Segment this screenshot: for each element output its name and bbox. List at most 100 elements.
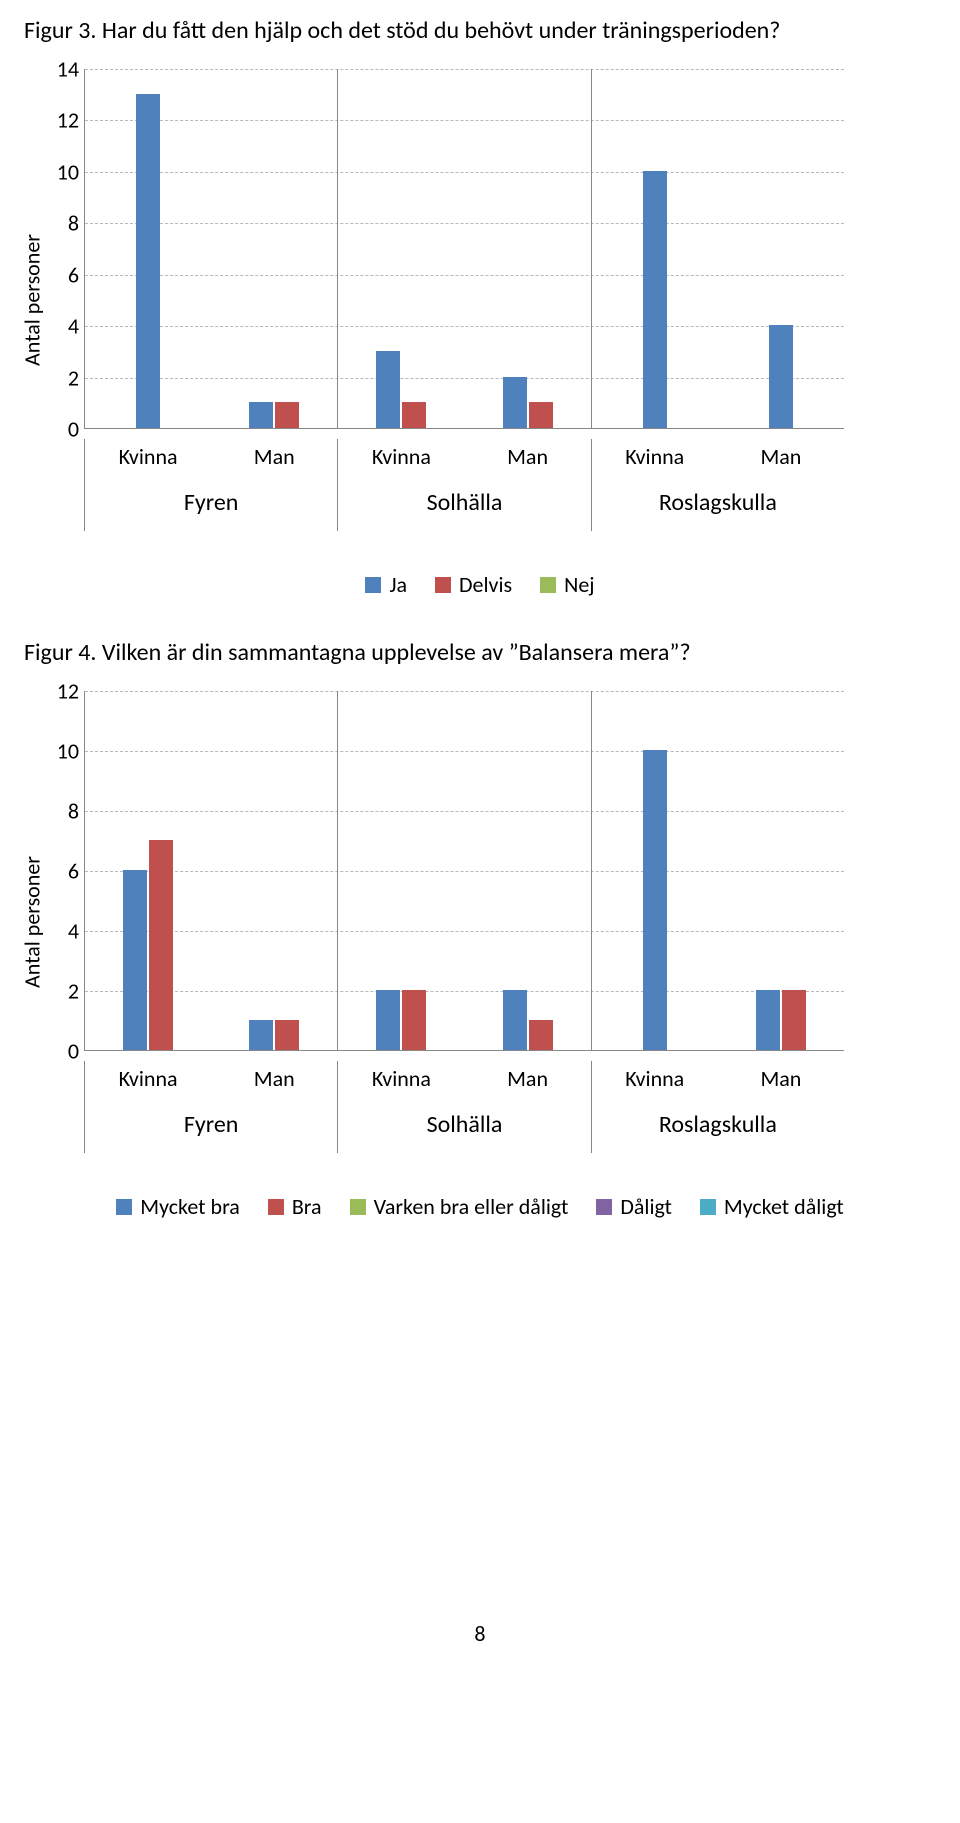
bar xyxy=(756,990,780,1050)
legend-swatch xyxy=(350,1199,366,1215)
legend-swatch xyxy=(116,1199,132,1215)
legend-label: Ja xyxy=(389,571,407,598)
ytick-label: 10 xyxy=(45,158,79,185)
xaxis-sub-label: Kvinna xyxy=(592,439,718,480)
xaxis-super-label: Fyren xyxy=(85,1102,338,1153)
xaxis-super-label: Fyren xyxy=(85,480,338,531)
xaxis-super-label: Solhälla xyxy=(338,480,591,531)
subgroup xyxy=(718,69,844,428)
bar xyxy=(136,94,160,428)
bars-row xyxy=(85,691,844,1050)
subgroup xyxy=(718,691,844,1050)
legend-label: Varken bra eller dåligt xyxy=(374,1193,569,1220)
bar xyxy=(769,325,793,428)
legend-item: Delvis xyxy=(435,571,512,598)
bar xyxy=(782,990,806,1050)
legend-label: Mycket dåligt xyxy=(724,1193,844,1220)
ytick-label: 0 xyxy=(45,1038,79,1065)
ytick-label: 8 xyxy=(45,798,79,825)
ytick-label: 12 xyxy=(45,107,79,134)
legend-swatch xyxy=(435,577,451,593)
ytick-label: 2 xyxy=(45,978,79,1005)
figure3-plot: 02468101214 xyxy=(84,69,844,429)
subgroup xyxy=(592,69,718,428)
bar xyxy=(376,990,400,1050)
xaxis-sub-label: Kvinna xyxy=(338,1061,464,1102)
supergroup xyxy=(592,69,844,428)
ytick-label: 4 xyxy=(45,918,79,945)
ytick-label: 4 xyxy=(45,313,79,340)
supergroup xyxy=(338,691,591,1050)
subgroup xyxy=(211,691,337,1050)
bar xyxy=(149,840,173,1050)
supergroup xyxy=(85,691,338,1050)
bars-row xyxy=(85,69,844,428)
xaxis-sub-label: Man xyxy=(718,1061,844,1102)
figure4-plot: 024681012 xyxy=(84,691,844,1051)
subgroup xyxy=(338,691,464,1050)
ytick-label: 14 xyxy=(45,56,79,83)
supergroup xyxy=(592,691,844,1050)
bar xyxy=(529,1020,553,1050)
bar xyxy=(529,402,553,428)
legend-label: Bra xyxy=(292,1193,322,1220)
figure4-xaxis-super: FyrenSolhällaRoslagskulla xyxy=(84,1102,844,1153)
legend-label: Dåligt xyxy=(620,1193,672,1220)
bar xyxy=(643,750,667,1050)
bar xyxy=(503,377,527,428)
legend-item: Varken bra eller dåligt xyxy=(350,1193,569,1220)
xaxis-super-label: Roslagskulla xyxy=(592,1102,844,1153)
legend-item: Mycket dåligt xyxy=(700,1193,844,1220)
xaxis-supercol: KvinnaMan xyxy=(592,1061,844,1102)
subgroup xyxy=(465,691,591,1050)
figure4-ylabel: Antal personer xyxy=(19,856,46,988)
ytick-label: 12 xyxy=(45,678,79,705)
legend-label: Delvis xyxy=(459,571,512,598)
xaxis-sub-label: Kvinna xyxy=(338,439,464,480)
xaxis-sub-label: Kvinna xyxy=(592,1061,718,1102)
legend-swatch xyxy=(268,1199,284,1215)
xaxis-super-label: Roslagskulla xyxy=(592,480,844,531)
legend-item: Ja xyxy=(365,571,407,598)
figure3-legend: Ja Delvis Nej xyxy=(24,571,936,598)
bar xyxy=(376,351,400,428)
ytick-label: 6 xyxy=(45,261,79,288)
bar xyxy=(402,990,426,1050)
xaxis-supercol: KvinnaMan xyxy=(592,439,844,480)
xaxis-supercol: KvinnaMan xyxy=(338,439,591,480)
legend-item: Bra xyxy=(268,1193,322,1220)
page-number: 8 xyxy=(24,1620,936,1647)
xaxis-super-label: Solhälla xyxy=(338,1102,591,1153)
bar xyxy=(275,402,299,428)
legend-swatch xyxy=(700,1199,716,1215)
figure3-xaxis-sub: KvinnaManKvinnaManKvinnaMan xyxy=(84,439,844,480)
figure3-xaxis-super: FyrenSolhällaRoslagskulla xyxy=(84,480,844,531)
xaxis-sub-label: Kvinna xyxy=(85,439,211,480)
xaxis-sub-label: Man xyxy=(211,439,337,480)
ytick-label: 10 xyxy=(45,738,79,765)
subgroup xyxy=(85,69,211,428)
legend-swatch xyxy=(365,577,381,593)
legend-label: Nej xyxy=(564,571,594,598)
legend-item: Nej xyxy=(540,571,594,598)
xaxis-sub-label: Man xyxy=(465,439,591,480)
xaxis-sub-label: Man xyxy=(465,1061,591,1102)
subgroup xyxy=(592,691,718,1050)
xaxis-sub-label: Man xyxy=(718,439,844,480)
legend-swatch xyxy=(596,1199,612,1215)
xaxis-supercol: KvinnaMan xyxy=(85,1061,338,1102)
bar xyxy=(402,402,426,428)
figure3-ylabel: Antal personer xyxy=(19,234,46,366)
legend-item: Mycket bra xyxy=(116,1193,240,1220)
xaxis-supercol: KvinnaMan xyxy=(338,1061,591,1102)
figure3-chart: Antal personer 02468101214 KvinnaManKvin… xyxy=(84,69,844,531)
figure3-title: Figur 3. Har du fått den hjälp och det s… xyxy=(24,16,936,45)
figure4-legend: Mycket bra Bra Varken bra eller dåligt Dåli… xyxy=(24,1193,936,1220)
xaxis-sub-label: Man xyxy=(211,1061,337,1102)
ytick-label: 6 xyxy=(45,858,79,885)
subgroup xyxy=(85,691,211,1050)
legend-label: Mycket bra xyxy=(140,1193,240,1220)
supergroup xyxy=(338,69,591,428)
bar xyxy=(249,402,273,428)
bar xyxy=(643,171,667,428)
